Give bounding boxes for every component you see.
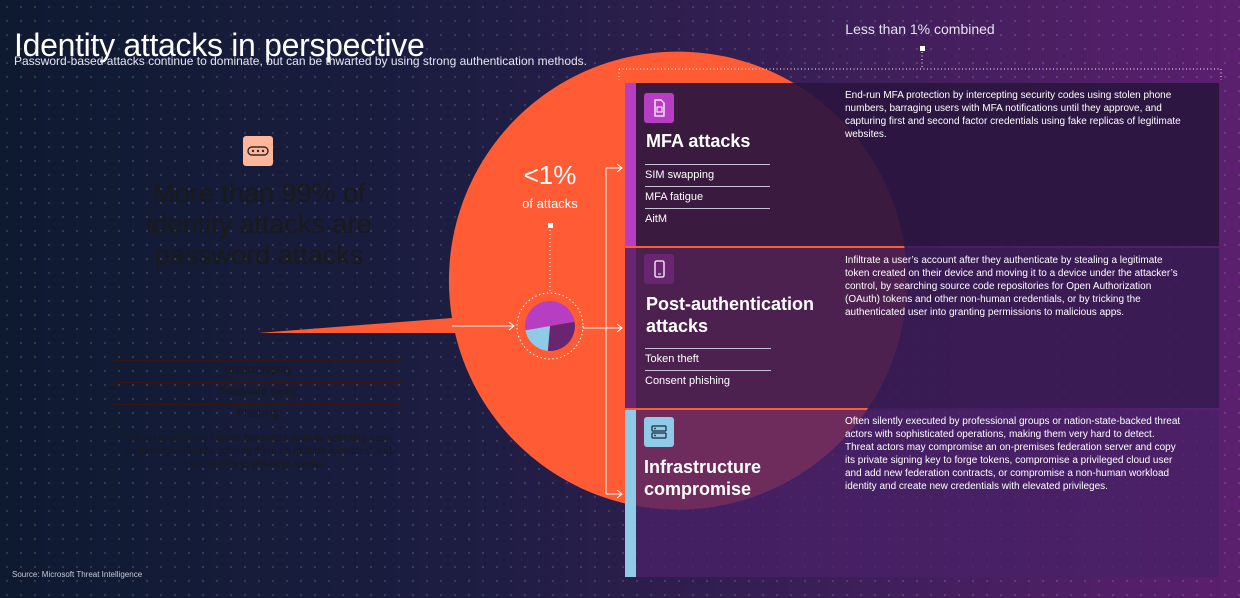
infrastructure-accent-bar xyxy=(625,410,636,577)
other-attacks-percent: <1% xyxy=(523,160,577,190)
list-item: Token theft xyxy=(645,348,771,370)
mfa-attacks-panel: MFA attacks SIM swapping MFA fatigue Ait… xyxy=(625,83,1219,246)
page-subtitle: Password-based attacks continue to domin… xyxy=(14,54,588,68)
password-attacks-description: Rely on predictable human behaviors such… xyxy=(122,433,394,470)
small-attacks-pie xyxy=(516,292,584,360)
password-attacks-headline: More than 99% of identity attacks are pa… xyxy=(146,178,372,270)
combined-label: Less than 1% combined xyxy=(845,21,995,37)
branch-connectors xyxy=(583,163,623,499)
other-attacks-sublabel: of attacks xyxy=(522,196,578,211)
arrow-to-small-pie xyxy=(452,321,515,331)
mobile-device-icon xyxy=(644,254,674,284)
source-note: Source: Microsoft Threat Intelligence xyxy=(12,570,143,579)
mfa-attacks-description: End-run MFA protection by intercepting s… xyxy=(845,90,1181,140)
password-attack-types: Breach replay Password spray Phishing xyxy=(114,360,402,426)
post-auth-attack-types: Token theft Consent phishing xyxy=(645,348,771,392)
list-item: Breach replay xyxy=(114,360,402,382)
list-item: Phishing xyxy=(114,404,402,426)
infrastructure-title: Infrastructure compromise xyxy=(644,457,762,499)
post-authentication-title: Post-authentication attacks xyxy=(646,294,815,336)
mfa-attack-types: SIM swapping MFA fatigue AitM xyxy=(645,164,770,230)
list-item: SIM swapping xyxy=(645,164,770,186)
mfa-accent-bar xyxy=(625,83,636,246)
post-auth-accent-bar xyxy=(625,248,636,408)
list-item: Consent phishing xyxy=(645,370,771,392)
list-item: AitM xyxy=(645,208,770,230)
post-authentication-panel: Post-authentication attacks Token theft … xyxy=(625,248,1219,408)
list-item: Password spray xyxy=(114,382,402,404)
combined-bracket xyxy=(618,52,1222,80)
post-authentication-description: Infiltrate a user’s account after they a… xyxy=(845,255,1178,318)
list-item: MFA fatigue xyxy=(645,186,770,208)
sim-card-icon xyxy=(644,93,674,123)
page-title: Identity attacks in perspective xyxy=(14,27,425,64)
combined-node xyxy=(920,46,925,51)
connector-node xyxy=(548,223,553,228)
server-icon xyxy=(644,417,674,447)
infrastructure-description: Often silently executed by professional … xyxy=(845,416,1181,492)
infrastructure-panel: Infrastructure compromise Often silently… xyxy=(625,410,1219,577)
password-field-icon xyxy=(243,136,273,166)
mfa-attacks-title: MFA attacks xyxy=(646,131,751,151)
